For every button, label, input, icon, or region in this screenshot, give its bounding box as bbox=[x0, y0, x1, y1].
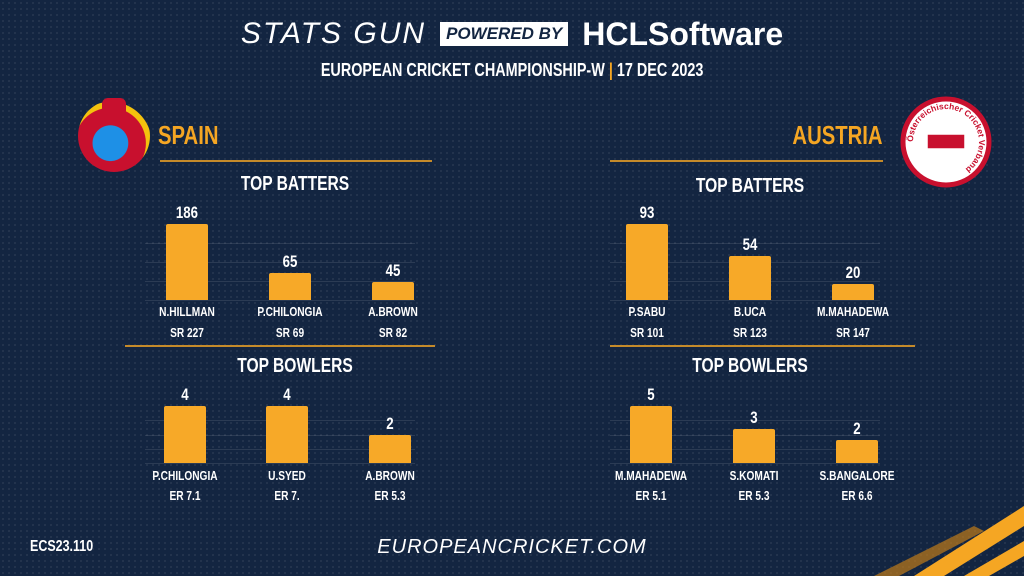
gridline bbox=[145, 243, 415, 244]
divider bbox=[610, 345, 915, 347]
bar bbox=[266, 406, 308, 463]
bar bbox=[630, 406, 672, 463]
bar bbox=[836, 440, 878, 463]
player-stat: SR 227 bbox=[170, 325, 204, 340]
divider bbox=[610, 160, 883, 162]
player-stat: SR 69 bbox=[275, 325, 305, 340]
bar bbox=[369, 434, 411, 463]
spain-logo bbox=[78, 98, 150, 172]
data-label: 5 bbox=[647, 385, 655, 404]
player-name: S.KOMATI bbox=[729, 468, 779, 483]
player-name: M.MAHADEWA bbox=[816, 304, 890, 319]
data-label: 65 bbox=[282, 252, 298, 272]
decorative-stripes bbox=[874, 506, 1024, 576]
data-label: 3 bbox=[750, 407, 758, 427]
player-stat: SR 147 bbox=[836, 325, 870, 340]
bar bbox=[164, 406, 206, 463]
player-stat: ER 5.3 bbox=[738, 488, 770, 503]
player-name: P.CHILONGIA bbox=[152, 468, 218, 483]
stats-gun-logo: STATS GUN bbox=[240, 17, 427, 50]
player-name: P.CHILONGIA bbox=[257, 304, 323, 319]
bar bbox=[269, 273, 311, 300]
sponsor-logo: HCLSoftware bbox=[582, 15, 784, 52]
chart-title: TOP BOWLERS bbox=[692, 355, 808, 377]
event-name: EUROPEAN CRICKET CHAMPIONSHIP-W bbox=[320, 60, 605, 80]
player-stat: SR 123 bbox=[733, 325, 767, 340]
player-stat: ER 6.6 bbox=[841, 488, 873, 503]
crown-icon bbox=[102, 98, 126, 114]
data-label: 45 bbox=[385, 260, 401, 280]
data-label: 20 bbox=[845, 262, 861, 282]
player-name: S.BANGALORE bbox=[819, 468, 895, 483]
player-stat: SR 82 bbox=[378, 325, 408, 340]
event-subtitle: EUROPEAN CRICKET CHAMPIONSHIP-W | 17 DEC… bbox=[320, 60, 704, 80]
chart-title: TOP BATTERS bbox=[240, 173, 350, 195]
player-name: M.MAHADEWA bbox=[614, 468, 688, 483]
divider bbox=[160, 160, 432, 162]
player-stat: ER 7.1 bbox=[169, 488, 201, 503]
brand-header: STATS GUN POWERED BY HCLSoftware bbox=[212, 14, 812, 54]
gridline bbox=[145, 262, 415, 263]
website-link[interactable]: EUROPEANCRICKET.COM bbox=[377, 536, 647, 558]
gridline bbox=[145, 463, 415, 464]
gridline bbox=[610, 300, 880, 301]
data-label: 2 bbox=[853, 419, 861, 439]
data-label: 2 bbox=[386, 413, 394, 433]
player-name: P.SABU bbox=[628, 304, 666, 319]
bar bbox=[626, 224, 668, 300]
player-name: B.UCA bbox=[733, 304, 767, 319]
gridline bbox=[610, 243, 880, 244]
gridline bbox=[145, 300, 415, 301]
divider bbox=[125, 345, 435, 347]
player-name: U.SYED bbox=[268, 468, 306, 483]
data-label: 54 bbox=[742, 234, 758, 254]
data-label: 4 bbox=[181, 385, 189, 404]
bar bbox=[832, 283, 874, 300]
event-date: 17 DEC 2023 bbox=[616, 60, 704, 80]
gridline bbox=[610, 463, 880, 464]
player-name: A.BROWN bbox=[368, 304, 418, 319]
team-name-spain: SPAIN bbox=[158, 120, 219, 150]
player-stat: ER 7. bbox=[274, 488, 300, 503]
bar bbox=[729, 255, 771, 300]
player-name: A.BROWN bbox=[365, 468, 415, 483]
bar bbox=[372, 281, 414, 300]
player-name: N.HILLMAN bbox=[159, 304, 215, 319]
data-label: 93 bbox=[639, 203, 655, 222]
chart-title: TOP BATTERS bbox=[695, 175, 805, 197]
austria-logo: Österreichischer Cricket Verband bbox=[900, 96, 992, 188]
bar bbox=[733, 428, 775, 463]
data-label: 186 bbox=[175, 203, 199, 222]
team-name-austria: AUSTRIA bbox=[792, 120, 883, 150]
data-label: 4 bbox=[283, 385, 291, 404]
player-stat: SR 101 bbox=[630, 325, 664, 340]
player-stat: ER 5.3 bbox=[374, 488, 406, 503]
match-code: ECS23.110 bbox=[30, 538, 94, 555]
gridline bbox=[610, 420, 880, 422]
powered-by-badge: POWERED BY bbox=[440, 22, 569, 46]
chart-title: TOP BOWLERS bbox=[237, 355, 353, 377]
player-stat: ER 5.1 bbox=[635, 488, 667, 503]
bar bbox=[166, 224, 208, 300]
